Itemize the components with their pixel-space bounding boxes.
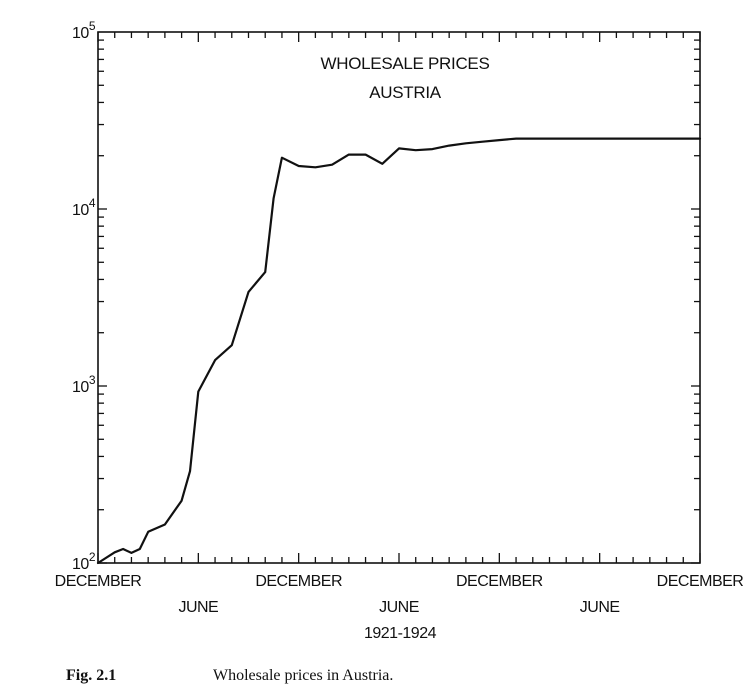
y-axis: 102 103 104 105 — [72, 19, 700, 573]
x-tick-label: DECEMBER — [657, 573, 743, 590]
y-tick-label: 102 — [72, 550, 96, 573]
series-layer — [96, 137, 702, 565]
x-tick-label: JUNE — [580, 599, 620, 616]
series-line — [96, 137, 702, 565]
y-tick-label: 105 — [72, 19, 96, 42]
plot-border — [97, 31, 701, 564]
y-tick-label: 103 — [72, 373, 96, 396]
x-tick-label: DECEMBER — [55, 573, 142, 590]
chart-title: WHOLESALE PRICES — [320, 54, 489, 73]
figure-caption-label: Fig. 2.1 — [66, 667, 117, 684]
chart-subtitle: AUSTRIA — [369, 83, 442, 102]
x-axis-label: 1921-1924 — [364, 625, 437, 642]
x-tick-label: DECEMBER — [456, 573, 543, 590]
x-axis: DECEMBER DECEMBER DECEMBER DECEMBER JUNE JUNE… — [55, 32, 743, 616]
x-tick-label: DECEMBER — [255, 573, 342, 590]
x-tick-label: JUNE — [178, 599, 218, 616]
y-tick-label: 104 — [72, 196, 96, 219]
plot-frame — [97, 31, 701, 564]
figure-caption-text: Wholesale prices in Austria. — [213, 667, 394, 684]
x-tick-label: JUNE — [379, 599, 419, 616]
